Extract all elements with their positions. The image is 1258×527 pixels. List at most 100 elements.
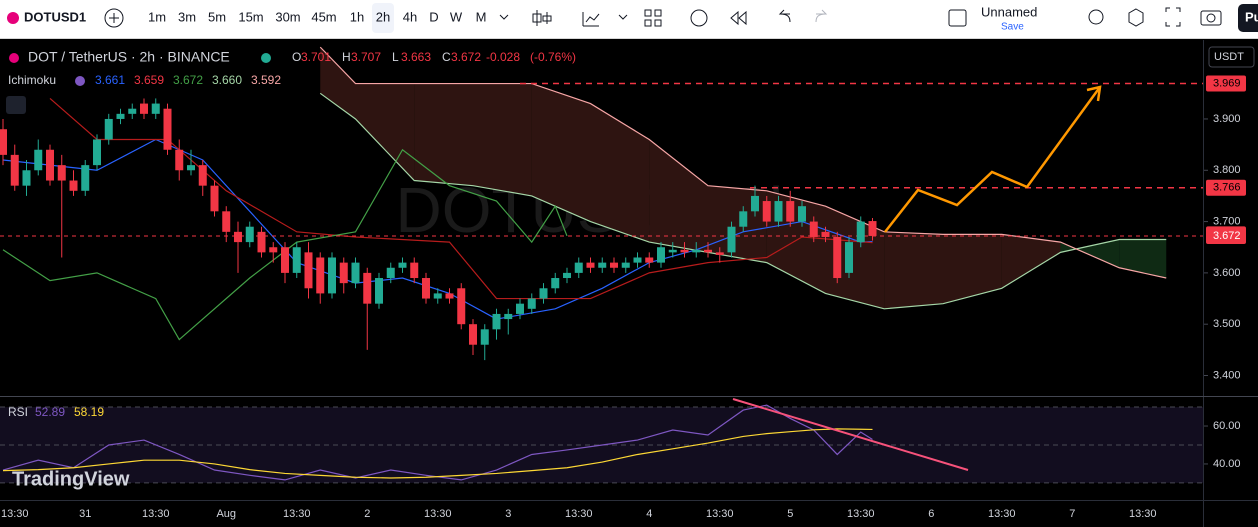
interval[interactable]: 15m: [238, 9, 263, 24]
candle-body: [692, 249, 701, 253]
candle-body: [645, 257, 654, 263]
candle-body: [621, 262, 630, 268]
cloud-segment: [1001, 234, 1061, 289]
candle-body: [762, 201, 771, 222]
arrow-head: [1086, 85, 1102, 102]
candle-body: [34, 149, 43, 171]
indicator-name: Ichimoku: [8, 73, 56, 87]
interval[interactable]: W: [450, 9, 463, 24]
fullscreen-icon[interactable]: [1165, 7, 1181, 27]
candle-body: [222, 211, 231, 232]
currency-button[interactable]: [1208, 46, 1255, 68]
x-tick-label: 4: [646, 508, 652, 520]
search-icon[interactable]: [1088, 9, 1104, 25]
ohlc-key: C: [442, 50, 451, 64]
redo-icon[interactable]: [815, 9, 828, 23]
candle-body: [175, 149, 184, 171]
symbol[interactable]: DOTUSD1: [24, 9, 86, 24]
interval[interactable]: 2h: [376, 9, 390, 24]
candle-body: [398, 262, 407, 268]
candle-body: [163, 108, 172, 150]
candle-body: [410, 262, 419, 279]
candle-body: [492, 313, 501, 330]
candle-body: [516, 303, 524, 314]
price-label: 3.766: [1213, 182, 1241, 194]
toolbar-items: DOTUSD1 1m 3m 5m 15m 30m 45m 1h 2h 4h D W M Unnamed…: [7, 3, 1258, 33]
y-tick-label: 3.600: [1213, 267, 1241, 279]
y-tick-label: 40.00: [1213, 458, 1241, 470]
interval[interactable]: 1h: [350, 9, 364, 24]
legend: DOT / TetherUS · 2h · BINANCE O 3.701 H 3.7…: [6, 49, 576, 490]
x-tick-label: 13:30: [988, 508, 1016, 520]
candle-body: [727, 226, 736, 253]
cloud-segment: [320, 47, 356, 119]
interval[interactable]: D: [429, 9, 438, 24]
candle-body: [422, 278, 430, 299]
candle-body: [304, 252, 313, 289]
candle-body: [845, 242, 853, 273]
candle-body: [739, 211, 748, 227]
candle-body: [527, 298, 536, 309]
candle-body: [433, 293, 442, 299]
toolbar: [0, 0, 1258, 38]
candle-body: [292, 247, 301, 273]
interval[interactable]: 1m: [148, 9, 166, 24]
publish-button[interactable]: [1238, 4, 1258, 32]
candle-body: [821, 231, 830, 237]
layout-checkbox[interactable]: [948, 9, 967, 27]
rsi-values: 52.89 58.19: [35, 405, 104, 419]
candle-body: [751, 195, 759, 212]
interval[interactable]: 5m: [208, 9, 226, 24]
interval[interactable]: M: [476, 9, 487, 24]
cloud-segment: [355, 83, 415, 181]
cloud-segment: [943, 234, 1002, 304]
interval[interactable]: 3m: [178, 9, 196, 24]
ohlc-legend: O 3.701 H 3.707 L 3.663 C 3.672 -0.028 (-0.76%): [292, 50, 576, 64]
candle-body: [0, 129, 7, 155]
interval[interactable]: 4h: [403, 9, 417, 24]
y-tick-label: 3.800: [1213, 164, 1241, 176]
layout-icon[interactable]: [644, 9, 662, 27]
save-button[interactable]: Save: [1001, 22, 1024, 33]
candle-body: [833, 236, 842, 279]
interval[interactable]: 30m: [275, 9, 300, 24]
replay-icon[interactable]: [730, 10, 747, 26]
snapshot-icon[interactable]: [1200, 10, 1222, 26]
candle-body: [187, 165, 195, 171]
indicators-icon[interactable]: [582, 12, 600, 27]
settings-icon[interactable]: [1128, 8, 1144, 27]
alert-icon[interactable]: [690, 9, 708, 27]
collapse-button[interactable]: [6, 96, 26, 114]
dropdown-icon[interactable]: [499, 14, 509, 20]
dropdown-icon[interactable]: [618, 14, 628, 20]
candle-body: [598, 262, 607, 268]
cloud-segment: [590, 103, 650, 243]
indicator-line: [2, 138, 873, 320]
candle-body: [786, 201, 795, 222]
layout-name[interactable]: Unnamed: [981, 4, 1037, 19]
candle-body: [351, 262, 360, 284]
chart-type-icon[interactable]: [532, 10, 552, 26]
indicator-icon: [75, 76, 85, 86]
currency[interactable]: USDT: [1214, 51, 1244, 63]
market-status: [261, 53, 271, 63]
candle-body: [328, 257, 336, 294]
candle-body: [798, 206, 806, 222]
rsi-line: [2, 428, 873, 479]
indicator-value: 3.672: [173, 73, 203, 87]
ohlc-value: 3.707: [351, 50, 381, 64]
interval[interactable]: 45m: [311, 9, 336, 24]
candle-body: [316, 257, 325, 294]
cloud-line: [319, 46, 1167, 279]
candle-body: [69, 180, 78, 191]
candle-body: [551, 278, 560, 289]
price-label: 3.672: [1213, 230, 1241, 242]
undo-icon[interactable]: [778, 9, 791, 23]
candle-body: [774, 201, 783, 222]
rsi-value: 58.19: [74, 405, 104, 419]
candle-body: [257, 231, 266, 253]
candle-body: [504, 313, 513, 320]
candle-body: [57, 165, 66, 181]
add-symbol[interactable]: [104, 8, 124, 28]
interval-highlight: [372, 3, 394, 33]
